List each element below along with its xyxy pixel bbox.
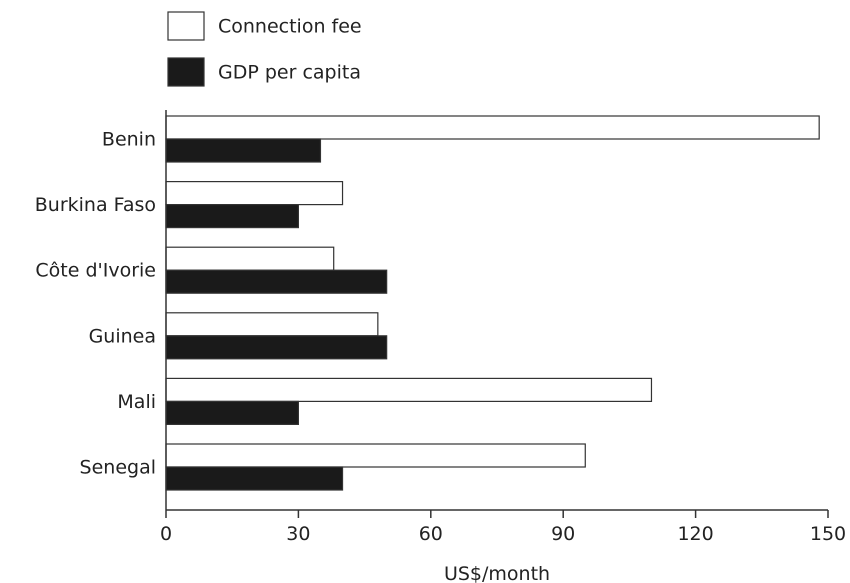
category-label: Benin <box>102 129 156 151</box>
x-tick-label: 30 <box>286 523 310 545</box>
category-label: Mali <box>117 391 156 413</box>
bar-gdp-per-capita-4 <box>165 400 299 425</box>
x-tick-label: 60 <box>419 523 443 545</box>
bar-connection-fee-1 <box>165 181 344 206</box>
legend-label-connection-fee: Connection fee <box>218 16 362 38</box>
bar-connection-fee-5 <box>165 443 586 468</box>
x-tick-label: 90 <box>551 523 575 545</box>
bar-gdp-per-capita-3 <box>165 335 388 360</box>
bar-gdp-per-capita-0 <box>165 138 322 163</box>
bar-connection-fee-3 <box>165 312 379 337</box>
bar-gdp-per-capita-1 <box>165 204 299 229</box>
bar-connection-fee-4 <box>165 377 653 402</box>
x-axis-title: US$/month <box>444 563 550 583</box>
legend-swatch-gdp-per-capita <box>167 57 205 87</box>
x-tick-label: 150 <box>810 523 846 545</box>
x-tick-label: 0 <box>160 523 172 545</box>
axes: Benin Burkina Faso Côte d'Ivorie Guinea Mali… <box>35 110 846 583</box>
bar-gdp-per-capita-5 <box>165 466 344 491</box>
bar-connection-fee-2 <box>165 246 335 271</box>
category-label: Senegal <box>80 457 156 479</box>
legend: Connection fee GDP per capita <box>167 11 362 87</box>
bar-connection-fee-0 <box>165 115 820 140</box>
bars <box>165 115 820 491</box>
bar-gdp-per-capita-2 <box>165 269 388 294</box>
category-label: Guinea <box>89 325 156 347</box>
legend-label-gdp-per-capita: GDP per capita <box>218 62 361 84</box>
category-label: Burkina Faso <box>35 194 156 216</box>
x-tick-label: 120 <box>677 523 713 545</box>
category-label: Côte d'Ivorie <box>35 260 156 282</box>
legend-swatch-connection-fee <box>167 11 205 41</box>
